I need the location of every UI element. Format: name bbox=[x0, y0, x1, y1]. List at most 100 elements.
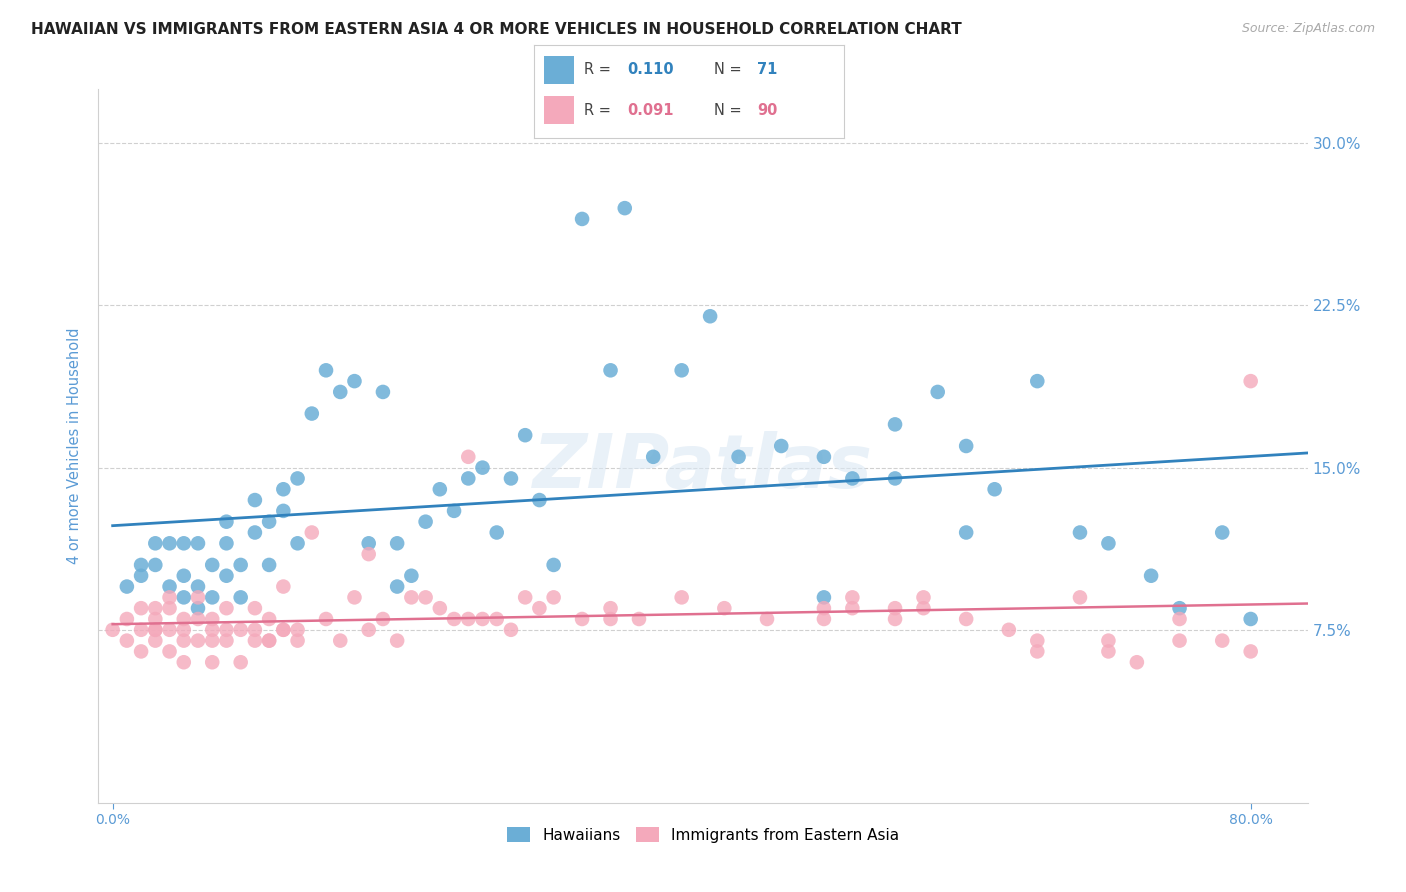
Point bbox=[401, 591, 423, 605]
Point bbox=[1026, 374, 1049, 388]
Point bbox=[229, 623, 252, 637]
Point bbox=[287, 623, 309, 637]
Point bbox=[215, 515, 238, 529]
Point bbox=[187, 591, 209, 605]
Text: ZIPatlas: ZIPatlas bbox=[533, 431, 873, 504]
Point bbox=[1097, 536, 1119, 550]
Point bbox=[529, 493, 551, 508]
Point bbox=[257, 515, 280, 529]
Point bbox=[485, 612, 508, 626]
Point bbox=[187, 601, 209, 615]
Point bbox=[543, 591, 565, 605]
Point bbox=[173, 536, 195, 550]
Text: 0.091: 0.091 bbox=[627, 103, 673, 118]
Text: Source: ZipAtlas.com: Source: ZipAtlas.com bbox=[1241, 22, 1375, 36]
Point bbox=[357, 623, 380, 637]
Point bbox=[129, 558, 152, 572]
Point bbox=[159, 580, 181, 594]
Point bbox=[385, 580, 408, 594]
Text: R =: R = bbox=[583, 62, 610, 78]
Point bbox=[385, 536, 408, 550]
Point bbox=[273, 623, 295, 637]
Point bbox=[201, 591, 224, 605]
Point bbox=[257, 558, 280, 572]
Point bbox=[201, 558, 224, 572]
Point bbox=[187, 612, 209, 626]
Point bbox=[287, 536, 309, 550]
Point bbox=[1097, 644, 1119, 658]
Point bbox=[529, 601, 551, 615]
Point bbox=[173, 612, 195, 626]
Point bbox=[1240, 612, 1263, 626]
Point bbox=[813, 601, 835, 615]
Point bbox=[841, 591, 863, 605]
Point bbox=[229, 591, 252, 605]
Point bbox=[955, 612, 977, 626]
Point bbox=[955, 439, 977, 453]
Point bbox=[143, 623, 166, 637]
Legend: Hawaiians, Immigrants from Eastern Asia: Hawaiians, Immigrants from Eastern Asia bbox=[501, 821, 905, 848]
Point bbox=[1211, 525, 1233, 540]
Point bbox=[457, 612, 479, 626]
Point bbox=[143, 601, 166, 615]
Point bbox=[543, 558, 565, 572]
Point bbox=[613, 201, 636, 215]
Point bbox=[315, 363, 337, 377]
Point bbox=[813, 450, 835, 464]
Point bbox=[201, 633, 224, 648]
Point bbox=[884, 612, 907, 626]
Point bbox=[201, 612, 224, 626]
Point bbox=[273, 504, 295, 518]
Point bbox=[485, 525, 508, 540]
Point bbox=[429, 601, 451, 615]
Point bbox=[727, 450, 749, 464]
Y-axis label: 4 or more Vehicles in Household: 4 or more Vehicles in Household bbox=[67, 327, 83, 565]
Point bbox=[201, 655, 224, 669]
Point bbox=[287, 471, 309, 485]
Point bbox=[471, 612, 494, 626]
Point bbox=[884, 471, 907, 485]
Point bbox=[257, 633, 280, 648]
Point bbox=[315, 612, 337, 626]
Point bbox=[159, 536, 181, 550]
Point bbox=[229, 655, 252, 669]
Point bbox=[143, 536, 166, 550]
Point bbox=[301, 525, 323, 540]
Point bbox=[457, 471, 479, 485]
Point bbox=[627, 612, 650, 626]
Point bbox=[1240, 644, 1263, 658]
Text: 0.110: 0.110 bbox=[627, 62, 673, 78]
Point bbox=[187, 536, 209, 550]
Point bbox=[571, 612, 593, 626]
Point bbox=[129, 601, 152, 615]
Point bbox=[243, 493, 266, 508]
Point bbox=[429, 482, 451, 496]
Point bbox=[912, 591, 935, 605]
Point bbox=[173, 633, 195, 648]
Point bbox=[927, 384, 949, 399]
Point bbox=[415, 591, 437, 605]
Point bbox=[912, 601, 935, 615]
Point bbox=[1240, 374, 1263, 388]
Point bbox=[129, 568, 152, 582]
Text: R =: R = bbox=[583, 103, 610, 118]
Point bbox=[499, 471, 522, 485]
Point bbox=[173, 623, 195, 637]
Point bbox=[515, 428, 537, 442]
Point bbox=[329, 633, 352, 648]
Point bbox=[187, 633, 209, 648]
Point bbox=[115, 633, 138, 648]
Point bbox=[599, 363, 621, 377]
Point bbox=[273, 623, 295, 637]
Point bbox=[371, 612, 394, 626]
Point bbox=[471, 460, 494, 475]
Point bbox=[173, 591, 195, 605]
Point bbox=[1026, 644, 1049, 658]
Point bbox=[215, 536, 238, 550]
Text: 90: 90 bbox=[756, 103, 778, 118]
Point bbox=[1168, 612, 1191, 626]
Point bbox=[159, 623, 181, 637]
Point bbox=[1097, 633, 1119, 648]
Bar bbox=[544, 96, 575, 124]
Point bbox=[1069, 591, 1091, 605]
